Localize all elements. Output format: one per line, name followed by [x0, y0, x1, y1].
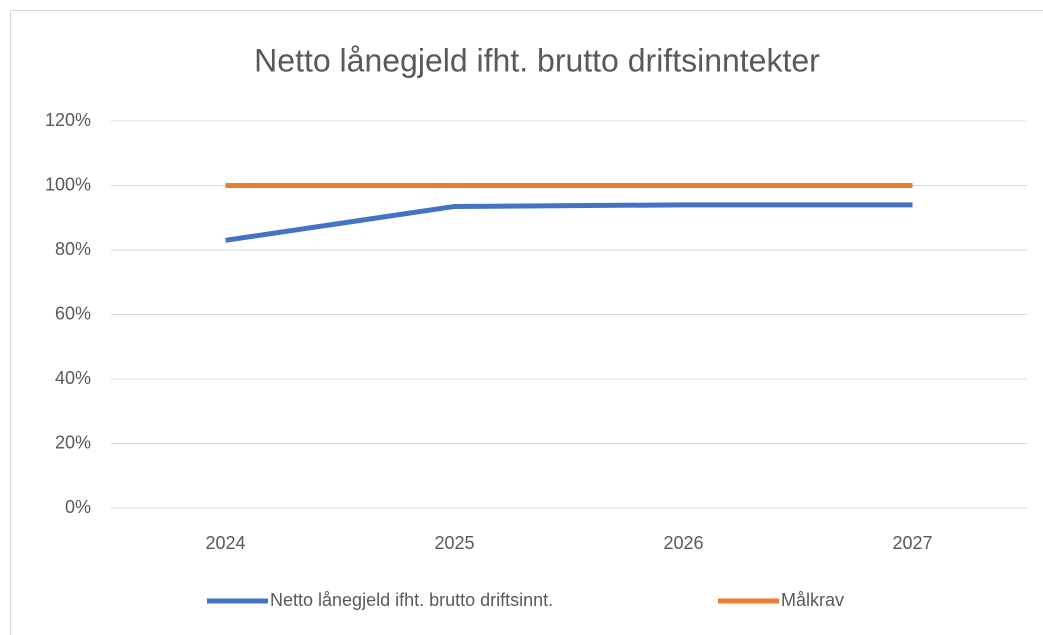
y-tick-label: 20% [55, 432, 91, 452]
x-tick-label: 2025 [434, 533, 474, 553]
chart-title: Netto lånegjeld ifht. brutto driftsinnte… [254, 42, 820, 78]
y-tick-label: 120% [45, 110, 91, 130]
y-tick-label: 0% [65, 497, 91, 517]
legend-label: Målkrav [781, 590, 844, 610]
y-tick-label: 60% [55, 303, 91, 323]
x-tick-label: 2026 [663, 533, 703, 553]
x-tick-label: 2027 [892, 533, 932, 553]
y-tick-label: 80% [55, 239, 91, 259]
y-tick-label: 40% [55, 368, 91, 388]
x-tick-label: 2024 [205, 533, 245, 553]
y-tick-label: 100% [45, 174, 91, 194]
legend-label: Netto lånegjeld ifht. brutto driftsinnt. [270, 590, 553, 610]
chart-border [10, 10, 1043, 635]
series-line [225, 202, 913, 243]
